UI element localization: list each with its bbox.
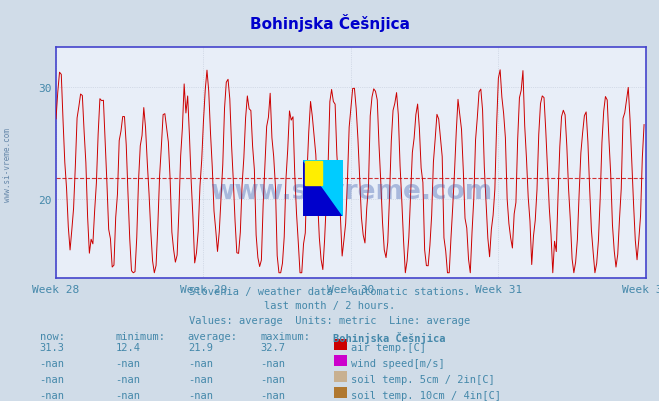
Text: Bohinjska Češnjica: Bohinjska Češnjica [333, 331, 445, 343]
Text: Bohinjska Češnjica: Bohinjska Češnjica [250, 14, 409, 32]
Text: www.si-vreme.com: www.si-vreme.com [210, 178, 492, 204]
Text: 31.3: 31.3 [40, 342, 65, 352]
Text: -nan: -nan [188, 374, 213, 384]
Text: -nan: -nan [188, 390, 213, 400]
Text: minimum:: minimum: [115, 331, 165, 341]
Bar [305, 162, 322, 186]
Text: -nan: -nan [260, 390, 285, 400]
Text: Slovenia / weather data - automatic stations.: Slovenia / weather data - automatic stat… [189, 287, 470, 297]
Text: air temp.[C]: air temp.[C] [351, 342, 426, 352]
Text: -nan: -nan [115, 390, 140, 400]
Text: 12.4: 12.4 [115, 342, 140, 352]
Text: -nan: -nan [260, 358, 285, 368]
Text: -nan: -nan [115, 374, 140, 384]
Text: -nan: -nan [40, 390, 65, 400]
Text: wind speed[m/s]: wind speed[m/s] [351, 358, 445, 368]
Polygon shape [303, 160, 343, 217]
Text: soil temp. 10cm / 4in[C]: soil temp. 10cm / 4in[C] [351, 390, 501, 400]
Text: www.si-vreme.com: www.si-vreme.com [3, 128, 13, 201]
Text: -nan: -nan [115, 358, 140, 368]
Text: average:: average: [188, 331, 238, 341]
Text: last month / 2 hours.: last month / 2 hours. [264, 301, 395, 311]
Text: -nan: -nan [188, 358, 213, 368]
Text: Values: average  Units: metric  Line: average: Values: average Units: metric Line: aver… [189, 315, 470, 325]
Text: maximum:: maximum: [260, 331, 310, 341]
Text: -nan: -nan [40, 374, 65, 384]
Text: -nan: -nan [40, 358, 65, 368]
Text: now:: now: [40, 331, 65, 341]
Text: soil temp. 5cm / 2in[C]: soil temp. 5cm / 2in[C] [351, 374, 495, 384]
Text: 21.9: 21.9 [188, 342, 213, 352]
Text: -nan: -nan [260, 374, 285, 384]
Text: 32.7: 32.7 [260, 342, 285, 352]
Polygon shape [303, 160, 343, 217]
